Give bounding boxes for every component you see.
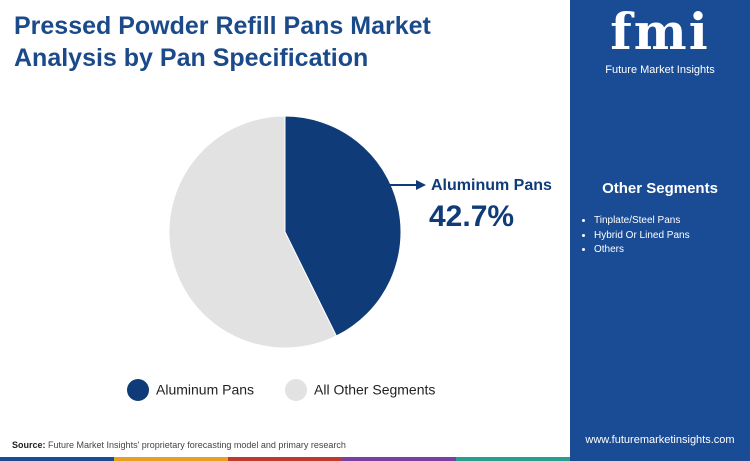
- pie-slice: [168, 115, 338, 349]
- sidebar-item: Hybrid Or Lined Pans: [594, 229, 690, 244]
- decor-stripe: [456, 457, 570, 461]
- pie-slice: [284, 115, 402, 337]
- sidebar: fmi Future Market Insights Other Segment…: [570, 0, 750, 461]
- logo: fmi: [610, 2, 710, 61]
- decor-stripe: [0, 457, 114, 461]
- source: Source: Future Market Insights' propriet…: [12, 440, 346, 450]
- legend-label: Aluminum Pans: [156, 382, 254, 398]
- callout-arrowhead: [416, 180, 426, 190]
- source-label: Source:: [12, 440, 46, 450]
- legend-label: All Other Segments: [314, 382, 435, 398]
- callout-name: Aluminum Pans: [431, 177, 552, 194]
- sidebar-item: Tinplate/Steel Pans: [594, 214, 690, 229]
- sidebar-list: Tinplate/Steel PansHybrid Or Lined PansO…: [580, 214, 690, 258]
- source-text: Future Market Insights' proprietary fore…: [48, 440, 346, 450]
- sidebar-item: Others: [594, 243, 690, 258]
- website: www.futuremarketinsights.com: [585, 434, 735, 446]
- decor-stripe: [228, 457, 342, 461]
- brand-name: Future Market Insights: [605, 64, 715, 76]
- decor-stripe: [342, 457, 456, 461]
- value-label: 42.7%: [429, 200, 514, 233]
- chart: Aluminum Pans 42.7% Aluminum Pans All Other…: [0, 115, 570, 461]
- chart-title: Pressed Powder Refill Pans Market Analys…: [14, 12, 431, 72]
- sidebar-title: Other Segments: [602, 180, 718, 197]
- decor-stripe: [114, 457, 228, 461]
- legend-swatch: [285, 379, 307, 401]
- legend-swatch: [127, 379, 149, 401]
